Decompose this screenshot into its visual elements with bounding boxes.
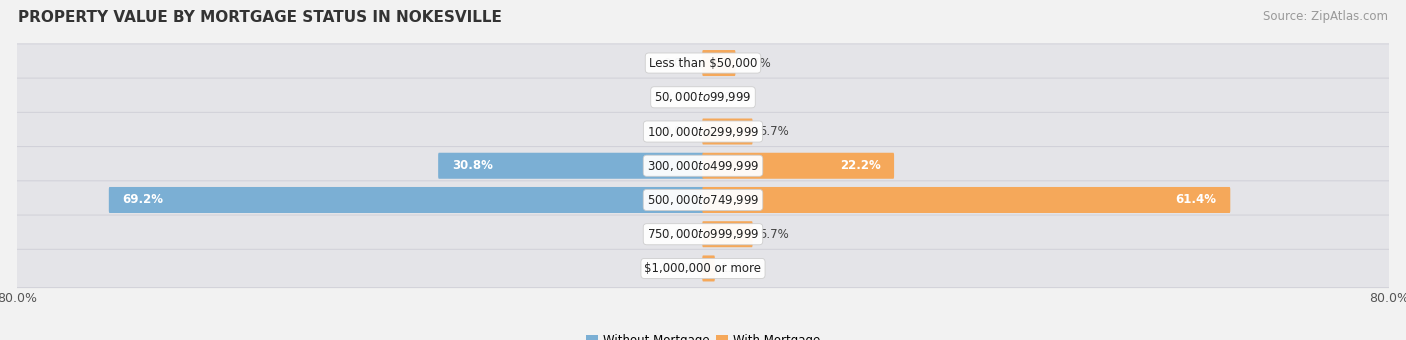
Text: 0.0%: 0.0%: [664, 228, 693, 241]
Text: 0.0%: 0.0%: [664, 125, 693, 138]
FancyBboxPatch shape: [108, 187, 703, 213]
FancyBboxPatch shape: [11, 78, 1395, 116]
FancyBboxPatch shape: [11, 181, 1395, 219]
Text: $100,000 to $299,999: $100,000 to $299,999: [647, 124, 759, 138]
FancyBboxPatch shape: [11, 147, 1395, 185]
FancyBboxPatch shape: [703, 255, 714, 282]
FancyBboxPatch shape: [703, 153, 894, 179]
FancyBboxPatch shape: [11, 249, 1395, 288]
FancyBboxPatch shape: [11, 215, 1395, 253]
Text: 3.7%: 3.7%: [741, 56, 772, 70]
Text: 61.4%: 61.4%: [1175, 193, 1216, 206]
Text: Less than $50,000: Less than $50,000: [648, 56, 758, 70]
FancyBboxPatch shape: [11, 44, 1395, 82]
FancyBboxPatch shape: [703, 119, 752, 144]
FancyBboxPatch shape: [439, 153, 703, 179]
Text: $750,000 to $999,999: $750,000 to $999,999: [647, 227, 759, 241]
Text: 0.0%: 0.0%: [664, 91, 693, 104]
FancyBboxPatch shape: [11, 112, 1395, 151]
FancyBboxPatch shape: [703, 50, 735, 76]
Text: 1.3%: 1.3%: [721, 262, 751, 275]
Text: 0.0%: 0.0%: [664, 262, 693, 275]
Text: Source: ZipAtlas.com: Source: ZipAtlas.com: [1263, 10, 1388, 23]
Text: 0.0%: 0.0%: [664, 56, 693, 70]
Text: $1,000,000 or more: $1,000,000 or more: [644, 262, 762, 275]
Text: $500,000 to $749,999: $500,000 to $749,999: [647, 193, 759, 207]
Text: $300,000 to $499,999: $300,000 to $499,999: [647, 159, 759, 173]
Text: 5.7%: 5.7%: [759, 125, 789, 138]
Text: 69.2%: 69.2%: [122, 193, 163, 206]
Text: 30.8%: 30.8%: [451, 159, 492, 172]
Text: 0.0%: 0.0%: [713, 91, 742, 104]
FancyBboxPatch shape: [703, 187, 1230, 213]
Text: 5.7%: 5.7%: [759, 228, 789, 241]
Text: PROPERTY VALUE BY MORTGAGE STATUS IN NOKESVILLE: PROPERTY VALUE BY MORTGAGE STATUS IN NOK…: [18, 10, 502, 25]
Legend: Without Mortgage, With Mortgage: Without Mortgage, With Mortgage: [581, 330, 825, 340]
FancyBboxPatch shape: [703, 221, 752, 247]
Text: $50,000 to $99,999: $50,000 to $99,999: [654, 90, 752, 104]
Text: 22.2%: 22.2%: [839, 159, 880, 172]
